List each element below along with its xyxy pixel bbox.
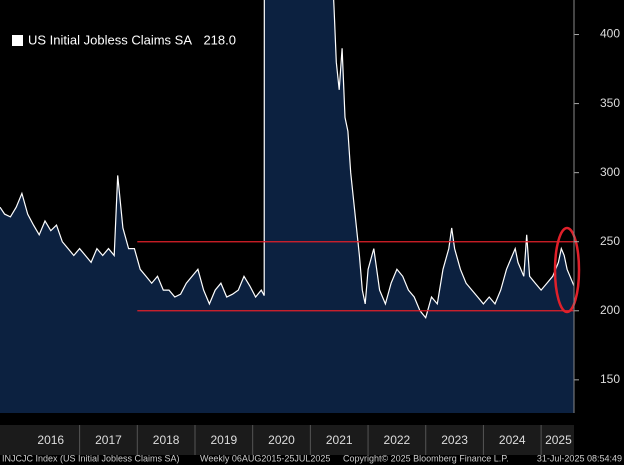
- highlight-ellipse: [553, 226, 581, 314]
- x-tick-label: 2023: [441, 433, 468, 447]
- legend-label: US Initial Jobless Claims SA: [28, 32, 192, 47]
- footer-text: Weekly 06AUG2015-25JUL2025: [200, 453, 330, 463]
- x-tick-label: 2018: [153, 433, 180, 447]
- x-tick-label: 2017: [95, 433, 122, 447]
- footer-text: Copyright© 2025 Bloomberg Finance L.P.: [343, 453, 509, 463]
- y-tick-label: 350: [600, 96, 620, 110]
- x-tick-label: 2024: [499, 433, 526, 447]
- plot-area: [0, 0, 574, 413]
- x-tick-label: 2020: [268, 433, 295, 447]
- y-tick-label: 200: [600, 303, 620, 317]
- x-tick-label: 2019: [210, 433, 237, 447]
- legend-swatch: [12, 35, 23, 46]
- line: [0, 0, 574, 319]
- footer-text: INJCJC Index (US Initial Jobless Claims …: [2, 453, 180, 463]
- year-band: [0, 425, 574, 455]
- x-tick-label: 2021: [326, 433, 353, 447]
- x-tick-label: 2016: [37, 433, 64, 447]
- y-tick-label: 250: [600, 234, 620, 248]
- legend-value: 218.0: [203, 32, 236, 47]
- legend-box: [6, 28, 242, 54]
- y-tick-label: 150: [600, 372, 620, 386]
- y-tick-label: 400: [600, 27, 620, 41]
- area: [0, 0, 574, 413]
- x-tick-label: 2025: [545, 433, 572, 447]
- footer-text: 31-Jul-2025 08:54:49: [537, 453, 622, 463]
- y-tick-label: 300: [600, 165, 620, 179]
- x-tick-label: 2022: [384, 433, 411, 447]
